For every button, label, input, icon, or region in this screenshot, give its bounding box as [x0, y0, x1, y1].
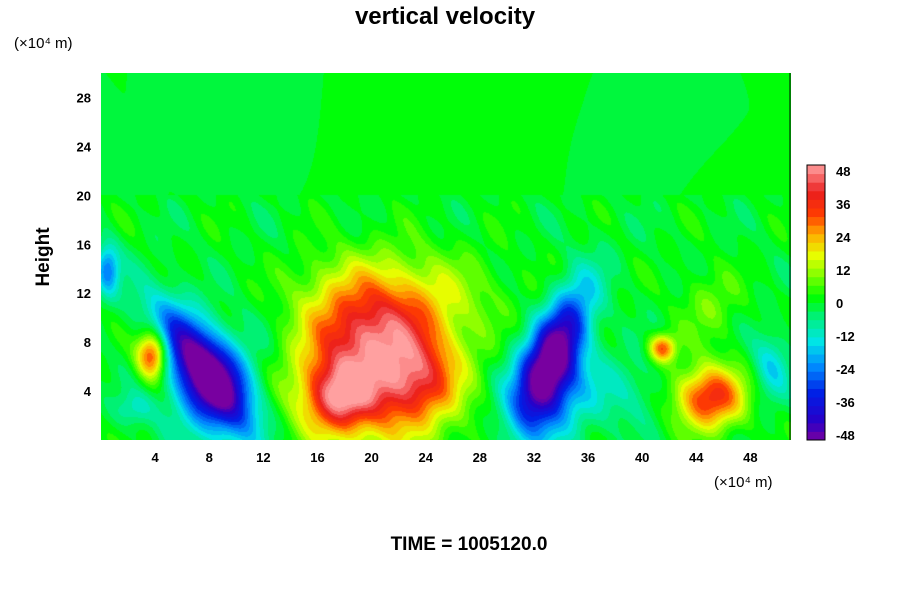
x-tick-label: 40: [635, 450, 649, 465]
colorbar-band: [807, 328, 825, 338]
y-tick-label: 28: [77, 90, 91, 105]
colorbar-frame: [806, 164, 826, 441]
colorbar-band: [807, 225, 825, 235]
y-tick-labels: 4 8 12 16 20 24 28: [77, 90, 92, 399]
y-axis-label: Height: [33, 227, 54, 287]
colorbar-band: [807, 397, 825, 407]
x-tick-label: 8: [206, 450, 213, 465]
colorbar-band: [807, 388, 825, 398]
x-tick-label: 16: [310, 450, 324, 465]
colorbar-band: [807, 414, 825, 424]
colorbar-band: [807, 362, 825, 372]
x-tick-label: 28: [473, 450, 487, 465]
colorbar-band: [807, 207, 825, 218]
colorbar-tick-labels: 48 36 24 12 0 -12 -24 -36 -48: [836, 164, 856, 443]
colorbar-band: [807, 259, 825, 269]
y-tick-label: 20: [77, 188, 91, 203]
x-tick-label: 32: [527, 450, 541, 465]
y-tick-label: 4: [84, 384, 92, 399]
y-axis-unit: (×10⁴ m): [14, 35, 73, 52]
colorbar-band: [807, 371, 825, 381]
colorbar-band: [807, 431, 825, 441]
colorbar-band: [807, 422, 825, 432]
colorbar-band: [807, 336, 825, 346]
y-tick-label: 24: [77, 139, 92, 154]
colorbar-tick-label: 48: [836, 164, 850, 179]
colorbar-band: [807, 182, 825, 192]
x-tick-label: 36: [581, 450, 595, 465]
colorbar-band: [807, 173, 825, 183]
x-tick-label: 44: [689, 450, 704, 465]
colorbar-band: [807, 319, 825, 329]
x-tick-label: 24: [418, 450, 433, 465]
colorbar-band: [807, 199, 825, 209]
colorbar-band: [807, 250, 825, 261]
x-tick-labels: 4 8 12 16 20 24 28 32 36 40 44 48: [152, 450, 758, 465]
x-tick-label: 12: [256, 450, 270, 465]
colorbar-band: [807, 276, 825, 286]
colorbar-band: [807, 311, 825, 321]
colorbar: [806, 164, 826, 441]
colorbar-band: [807, 302, 825, 312]
colorbar-band: [807, 379, 825, 389]
heatmap-plot-area: [101, 73, 791, 440]
colorbar-band: [807, 233, 825, 243]
colorbar-band: [807, 345, 825, 355]
x-axis-unit: (×10⁴ m): [714, 474, 773, 491]
x-tick-label: 4: [152, 450, 160, 465]
colorbar-tick-label: 0: [836, 296, 843, 311]
x-tick-label: 48: [743, 450, 757, 465]
colorbar-tick-label: -36: [836, 395, 855, 410]
colorbar-band: [807, 165, 825, 175]
colorbar-band: [807, 190, 825, 200]
colorbar-band: [807, 216, 825, 226]
colorbar-band: [807, 242, 825, 252]
y-tick-label: 16: [77, 237, 91, 252]
colorbar-tick-label: -12: [836, 329, 855, 344]
chart-title: vertical velocity: [355, 3, 536, 30]
colorbar-tick-label: 36: [836, 197, 850, 212]
colorbar-band: [807, 268, 825, 278]
y-tick-label: 8: [84, 335, 91, 350]
colorbar-tick-label: 24: [836, 230, 851, 245]
colorbar-band: [807, 293, 825, 303]
colorbar-tick-label: 12: [836, 263, 850, 278]
colorbar-tick-label: -24: [836, 362, 856, 377]
colorbar-band: [807, 285, 825, 295]
x-tick-label: 20: [364, 450, 378, 465]
y-tick-label: 12: [77, 286, 91, 301]
colorbar-tick-label: -48: [836, 428, 855, 443]
time-label: TIME = 1005120.0: [391, 534, 548, 555]
colorbar-band: [807, 354, 825, 364]
heatmap-field: [101, 73, 791, 440]
colorbar-band: [807, 405, 825, 415]
